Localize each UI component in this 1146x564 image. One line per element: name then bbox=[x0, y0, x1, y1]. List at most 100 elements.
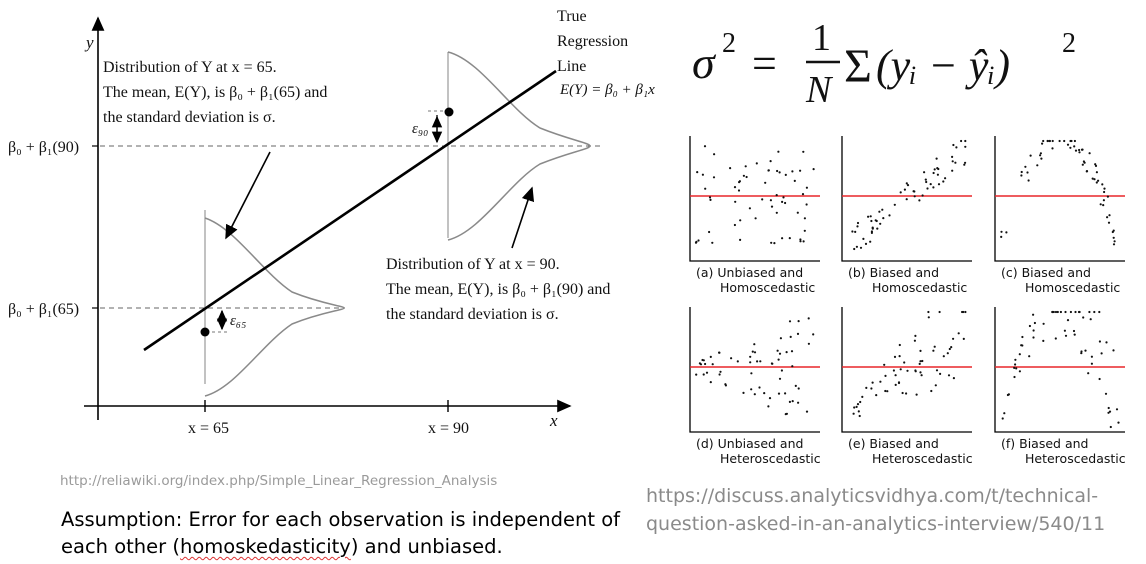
scatter-point bbox=[921, 359, 924, 363]
scatter-point bbox=[1032, 336, 1035, 339]
scatter-point bbox=[778, 352, 782, 355]
panel-caption-line-2: Heteroscedastic bbox=[1025, 451, 1126, 466]
scatter-point bbox=[1089, 318, 1092, 321]
scatter-point bbox=[1073, 139, 1076, 143]
scatter-point bbox=[936, 167, 939, 170]
scatter-point bbox=[1039, 154, 1042, 157]
scatter-point bbox=[865, 386, 868, 389]
scatter-point bbox=[780, 369, 783, 372]
scatter-point bbox=[1080, 350, 1083, 353]
scatter-point bbox=[867, 215, 870, 218]
scatter-point bbox=[1094, 164, 1098, 167]
formula-body: (yᵢ − ŷᵢ) bbox=[876, 41, 1010, 90]
scatter-point bbox=[781, 237, 784, 240]
scatter-point bbox=[1103, 190, 1106, 194]
scatter-point bbox=[1069, 146, 1072, 149]
scatter-point bbox=[960, 139, 963, 143]
scatter-point bbox=[862, 237, 865, 240]
scatter-point bbox=[875, 219, 878, 223]
scatter-point bbox=[797, 320, 800, 323]
scatter-point bbox=[733, 186, 737, 189]
scatter-point bbox=[1013, 375, 1016, 379]
scatter-point bbox=[733, 223, 736, 227]
scatter-point bbox=[711, 363, 714, 366]
scatter-point bbox=[777, 150, 780, 153]
scatter-point bbox=[1014, 363, 1017, 366]
scatter-point bbox=[703, 145, 707, 148]
scatter-point bbox=[785, 351, 788, 354]
scatter-point bbox=[779, 337, 782, 340]
scatter-point bbox=[1080, 352, 1083, 355]
scatter-point bbox=[888, 214, 891, 217]
scatter-point bbox=[1088, 152, 1091, 155]
scatter-point bbox=[704, 187, 707, 190]
panel-caption-line-1: (c) Biased and bbox=[1001, 265, 1091, 280]
source-link-reliawiki[interactable]: http://reliawiki.org/index.php/Simple_Li… bbox=[60, 473, 498, 489]
scatter-point bbox=[871, 227, 874, 230]
scatter-point bbox=[921, 194, 924, 197]
scatter-point bbox=[753, 351, 757, 354]
scatter-point bbox=[952, 337, 955, 340]
scatter-point bbox=[736, 360, 739, 363]
scatter-point bbox=[1058, 139, 1061, 143]
scatter-point bbox=[794, 384, 797, 387]
scatter-point bbox=[1000, 235, 1003, 238]
true-line-label-3: Line bbox=[557, 58, 586, 75]
scatter-point bbox=[1064, 310, 1067, 314]
line-equation: E(Y) = β₀ + β₁x bbox=[559, 82, 655, 98]
scatter-point bbox=[1000, 230, 1003, 233]
scatter-point bbox=[964, 145, 967, 148]
scatter-point bbox=[701, 173, 704, 176]
scatter-point bbox=[1032, 313, 1035, 316]
scatter-point bbox=[1039, 152, 1042, 155]
scatter-point bbox=[919, 349, 922, 352]
source-link-analyticsvidhya[interactable]: https://discuss.analyticsvidhya.com/t/te… bbox=[646, 485, 1106, 535]
scatter-point bbox=[790, 350, 794, 353]
scatter-point bbox=[1105, 341, 1108, 344]
scatter-point bbox=[756, 360, 759, 363]
scatter-point bbox=[905, 392, 908, 395]
scatter-point bbox=[942, 355, 945, 358]
scatter-point bbox=[901, 391, 904, 395]
scatter-point bbox=[702, 359, 705, 362]
scatter-point bbox=[784, 201, 787, 205]
scatter-point bbox=[855, 245, 858, 248]
scatter-point bbox=[796, 211, 799, 214]
scatter-point bbox=[697, 239, 700, 242]
scatter-point bbox=[767, 405, 770, 408]
scatter-point bbox=[781, 200, 784, 203]
scatter-point bbox=[734, 200, 737, 203]
scatter-point bbox=[750, 372, 753, 375]
scatter-point bbox=[1101, 183, 1104, 186]
scatter-point bbox=[881, 208, 884, 211]
scatter-point bbox=[870, 219, 873, 223]
scatter-point bbox=[803, 229, 806, 232]
scatter-point bbox=[1108, 410, 1112, 413]
scatter-point bbox=[1074, 310, 1077, 314]
scatter-point bbox=[791, 365, 794, 368]
panel-caption-line-2: Homoscedastic bbox=[1025, 280, 1120, 295]
scatter-point bbox=[1033, 321, 1036, 325]
scatter-point bbox=[1113, 240, 1116, 243]
scatter-point bbox=[884, 389, 887, 393]
scatter-point bbox=[1073, 333, 1076, 336]
scatter-point bbox=[1020, 170, 1023, 174]
scatter-point bbox=[935, 157, 938, 160]
scatter-point bbox=[918, 362, 921, 365]
panel-caption-line-2: Heteroscedastic bbox=[720, 451, 821, 466]
scatter-point bbox=[1070, 139, 1073, 143]
scatter-point bbox=[851, 230, 854, 233]
scatter-point bbox=[1104, 392, 1108, 395]
note-65-line-3: the standard deviation is σ. bbox=[103, 109, 276, 126]
scatter-point bbox=[802, 150, 805, 153]
scatter-point bbox=[924, 178, 927, 181]
scatter-point bbox=[770, 362, 773, 365]
scatter-point bbox=[796, 332, 800, 335]
scatter-point bbox=[913, 339, 916, 342]
scatter-point bbox=[759, 360, 762, 363]
scatter-point bbox=[718, 373, 721, 376]
scatter-point bbox=[1032, 329, 1035, 332]
scatter-point bbox=[853, 247, 856, 251]
scatter-point bbox=[915, 393, 918, 396]
